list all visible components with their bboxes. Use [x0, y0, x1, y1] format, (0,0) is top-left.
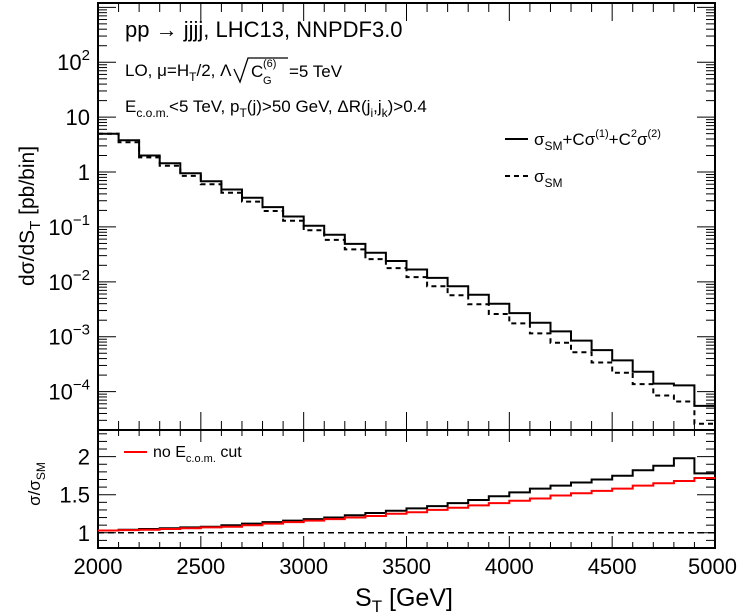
x-tick-label: 2000	[74, 554, 123, 579]
scale-label: LO, μ=HT/2, Λ	[125, 61, 232, 84]
main-plot-frame	[97, 2, 716, 431]
x-tick-label: 3500	[382, 554, 431, 579]
main-y-minor-ticks	[98, 6, 715, 431]
y-tick-label: 102	[57, 47, 90, 75]
y-tick-label: 10−1	[48, 212, 90, 240]
ratio-plot-panel: 11.52 no Ec.o.m. cut σ/σSM 2000 2500 3000 3…	[25, 429, 737, 615]
y-tick-label: 10−4	[48, 377, 90, 405]
ratio-line-red	[98, 477, 715, 532]
x-tick-label: 4000	[485, 554, 534, 579]
x-tick-label: 4500	[588, 554, 637, 579]
main-plot-panel: 102 10 1 10−1 10−2 10−3 10−4 pp → jjjj, LHC13,…	[16, 2, 716, 431]
process-label: pp → jjjj, LHC13, NNPDF3.0	[125, 17, 403, 42]
x-tick-label: 3000	[279, 554, 328, 579]
ratio-y-tick-label: 2	[78, 445, 90, 470]
sqrt-content-c: C	[251, 62, 263, 81]
y-tick-label: 1	[78, 160, 90, 185]
ratio-line-black	[98, 457, 715, 532]
legend-label-sm: σSM	[534, 167, 563, 190]
y-tick-label: 10−3	[48, 322, 90, 350]
series-line-sm	[98, 132, 715, 425]
ratio-legend: no Ec.o.m. cut	[124, 444, 242, 465]
sqrt-symbol	[233, 57, 288, 84]
x-tick-labels: 2000 2500 3000 3500 4000 4500 5000	[74, 554, 737, 579]
cuts-label: Ec.o.m.<5 TeV, pT(j)>50 GeV, ΔR(ji,jk)>0…	[125, 97, 427, 120]
x-tick-label: 5000	[688, 554, 737, 579]
main-y-ticks: 102 10 1 10−1 10−2 10−3 10−4	[48, 47, 90, 404]
ratio-x-ticks	[97, 430, 716, 548]
main-y-axis-label: dσ/dST [pb/bin]	[16, 146, 44, 286]
ratio-y-tick-label: 1	[78, 521, 90, 546]
x-tick-label: 2500	[176, 554, 225, 579]
ratio-y-ticks: 11.52	[59, 445, 90, 546]
ratio-legend-label: no Ec.o.m. cut	[153, 444, 242, 465]
sqrt-content-sup: (6)	[263, 58, 276, 70]
x-axis-label: ST [GeV]	[355, 584, 453, 615]
y-tick-label: 10	[66, 105, 90, 130]
main-legend: σSM+Cσ(1)+C2σ(2) σSM	[505, 128, 661, 190]
ratio-y-minor-ticks	[98, 433, 715, 541]
legend-label-sm-plus-eft: σSM+Cσ(1)+C2σ(2)	[534, 128, 661, 153]
ratio-y-tick-label: 1.5	[59, 483, 90, 508]
main-x-ticks	[97, 3, 716, 430]
sqrt-content-sub: G	[263, 75, 272, 87]
ratio-y-axis-label: σ/σSM	[25, 462, 48, 506]
lambda-value: =5 TeV	[289, 62, 343, 81]
y-tick-label: 10−2	[48, 267, 90, 295]
